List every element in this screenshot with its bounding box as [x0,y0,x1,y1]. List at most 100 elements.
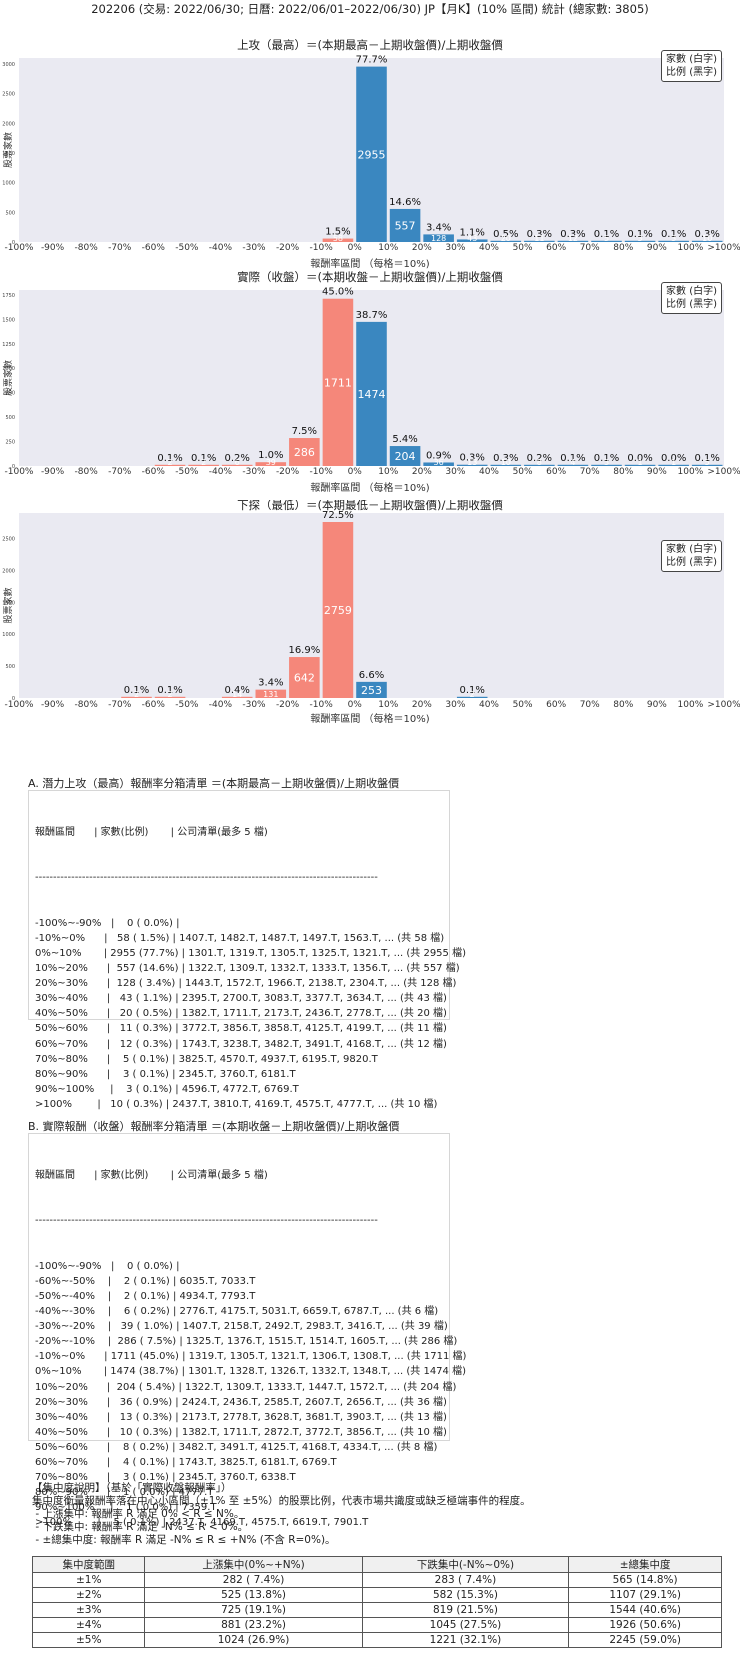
x-axis-label: 報酬率區間 （每格＝10%) [310,481,429,494]
legend: 家數 (白字) 比例 (黑字) [661,282,722,314]
section-b-row: 90%~100% | 1 ( 0.0%) | 7359.T [35,1502,217,1514]
bar-pct-label: 0.1% [124,685,149,696]
concentration-row: ±4% 881 (23.2%) 1045 (27.5%) 1926 (50.6%) [31,1617,722,1633]
bar-count-label: 12 [568,234,578,243]
bar [221,696,253,698]
x-tick-label: -40% [209,700,233,710]
bar [524,240,555,242]
x-tick-label: -70% [108,467,132,477]
bar [456,464,488,466]
chart-title: 上攻（最高）＝(本期最高－上期收盤價)/上期收盤價 [237,38,503,52]
chart-close-svg: 實際（收盤）＝(本期收盤－上期收盤價)/上期收盤價 0 250 500 750 1000 1… [2,270,740,494]
bar-pct-label: 1.1% [460,227,485,238]
y-axis-label: 股票家數 [2,360,14,396]
bar-count-label: 10 [501,458,511,467]
section-b-row: -100%~-90% | 0 ( 0.0%) | [35,1260,180,1272]
bar-pct-label: 77.7% [356,55,388,66]
x-tick-label: -20% [276,243,300,253]
x-tick-label: -80% [75,467,99,477]
chart-title: 實際（收盤）＝(本期收盤－上期收盤價)/上期收盤價 [237,270,503,284]
x-tick-label: -30% [242,700,266,710]
x-tick-label: >100% [707,243,740,253]
x-tick-label: -30% [242,243,266,253]
section-a-box: 報酬區間 | 家數(比例) | 公司清單(最多 5 檔) -----------… [28,790,466,1110]
y-tick-label: 0 [12,240,15,246]
x-tick-label: -70% [108,243,132,253]
x-tick-label: -100% [5,467,34,477]
section-b-row: -30%~-20% | 39 ( 1.0%) | 1407.T, 2158.T,… [35,1321,448,1333]
bar-pct-label: 0.9% [426,450,451,461]
section-b-row: -20%~-10% | 286 ( 7.5%) | 1325.T, 1376.T… [35,1336,458,1348]
bar [356,66,387,243]
legend-count-label: 家數 (白字) [666,286,717,297]
x-tick-label: 60% [546,467,566,477]
concentration-note-line: - ±總集中度: 報酬率 R 滿足 -N% ≤ R ≤ +N% (不含 R=0%… [32,1534,336,1546]
bar-pct-label: 7.5% [292,426,317,437]
bar [322,521,354,698]
section-a-row: 40%~50% | 20 ( 0.5%) | 1382.T, 1711.T, 2… [35,1008,447,1020]
bar-pct-label: 16.9% [288,645,320,656]
bar-pct-label: 0.0% [627,453,652,464]
chart-low-svg: 下探（最低）＝(本期最低－上期收盤價)/上期收盤價 0 500 1000 1500 200… [2,500,740,725]
bar [188,464,219,466]
bar-pct-label: 0.3% [560,229,585,240]
bar [658,464,689,466]
x-tick-label: 50% [513,243,533,253]
x-tick-label: 50% [513,467,533,477]
x-tick-label: -10% [310,700,334,710]
section-a-row: -10%~0% | 58 ( 1.5%) | 1407.T, 1482.T, 1… [35,932,445,944]
x-tick-label: -50% [175,467,199,477]
section-b-row: -40%~-30% | 6 ( 0.2%) | 2776.T, 4175.T, … [35,1306,439,1318]
bar [356,681,387,698]
bar-pct-label: 0.3% [695,229,720,240]
legend-ratio-label: 比例 (黑字) [666,299,717,310]
x-tick-label: -90% [41,243,65,253]
x-tick-label: 0% [348,243,363,253]
concentration-cell: 1045 (27.5%) [361,1617,570,1633]
bar-count-label: 3 [671,234,676,243]
x-tick-label: -60% [142,467,166,477]
bar [154,464,186,466]
bar [624,240,656,242]
bar [624,464,656,466]
bar-count-label: 2955 [358,148,386,161]
bar-count-label: 557 [395,219,416,232]
y-tick-label: 500 [5,415,15,421]
chart-low: 下探（最低）＝(本期最低－上期收盤價)/上期收盤價 0 500 1000 1500 200… [0,500,740,768]
x-tick-label: 10% [378,467,398,477]
x-tick-label: 70% [580,243,600,253]
bar-count-label: 131 [263,690,278,699]
x-tick-label: -100% [5,243,34,253]
x-tick-label: 60% [546,700,566,710]
x-tick-label: 60% [546,243,566,253]
y-tick-label: 3000 [2,62,15,68]
concentration-row: ±3% 725 (19.1%) 819 (21.5%) 1544 (40.6%) [31,1602,722,1618]
x-axis-label: 報酬率區間 （每格＝10%) [310,257,429,270]
x-tick-label: 90% [647,467,667,477]
section-a-lines: 報酬區間 | 家數(比例) | 公司清單(最多 5 檔) -----------… [35,791,466,1112]
bar-pct-label: 0.1% [157,685,182,696]
concentration-cell: 725 (19.1%) [144,1602,363,1618]
bar-pct-label: 0.1% [594,229,619,240]
x-tick-label: >100% [707,700,740,710]
concentration-header-cell: 下跌集中(-N%~0%) [361,1556,570,1573]
concentration-row: ±1% 282 ( 7.4%) 283 ( 7.4%) 565 (14.8%) [31,1572,722,1588]
bar [591,464,622,466]
bar-pct-label: 0.2% [527,453,552,464]
y-tick-label: 2500 [2,92,15,98]
concentration-cell: 1544 (40.6%) [568,1602,722,1618]
x-tick-label: 80% [613,700,633,710]
bar-pct-label: 0.3% [460,453,485,464]
chart-title: 下探（最低）＝(本期最低－上期收盤價)/上期收盤價 [237,500,503,512]
bar-pct-label: 0.1% [594,453,619,464]
legend: 家數 (白字) 比例 (黑字) [661,50,722,82]
bar [289,657,320,698]
y-tick-label: 1000 [2,366,15,372]
x-tick-label: 80% [613,243,633,253]
x-tick-label: -60% [142,243,166,253]
bar-count-label: 286 [294,446,315,459]
bar [524,464,555,466]
section-b-row: 50%~60% | 8 ( 0.2%) | 3482.T, 3491.T, 41… [35,1441,438,1453]
x-tick-label: -10% [310,243,334,253]
y-tick-label: 2000 [2,121,15,127]
